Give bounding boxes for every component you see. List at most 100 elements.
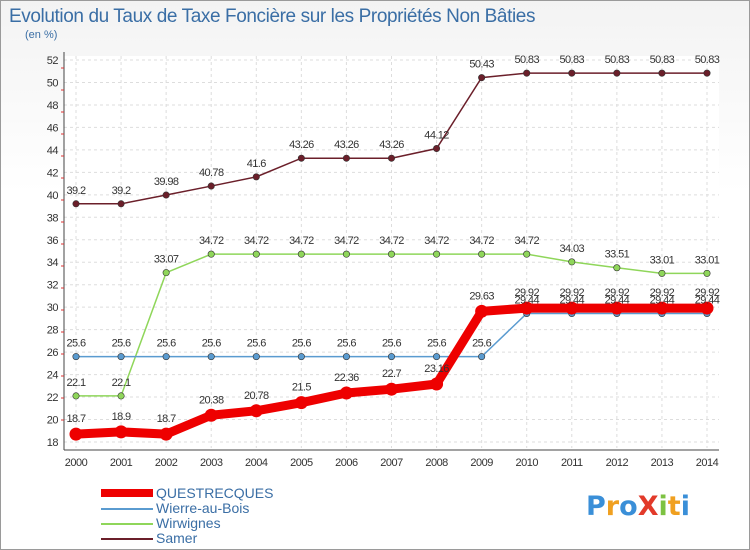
data-label-samer: 43.26 (334, 139, 359, 151)
grid (64, 56, 719, 448)
data-label-wierre-au-bois: 29.44 (514, 294, 539, 306)
data-point-wierre-au-bois (72, 353, 80, 361)
y-tick-label: 52 (47, 55, 59, 67)
y-tick-label: 28 (47, 325, 59, 337)
data-point-wirwignes (433, 250, 441, 258)
x-tick-label: 2002 (155, 457, 178, 469)
logo-letter: o (619, 491, 638, 522)
data-point-wirwignes (523, 250, 531, 258)
logo-letter: X (637, 491, 659, 522)
x-tick-label: 2001 (110, 457, 133, 469)
data-label-wierre-au-bois: 29.44 (695, 294, 720, 306)
legend-label-samer: Samer (156, 530, 198, 546)
x-tick-label: 2013 (651, 457, 674, 469)
data-label-samer: 39.2 (66, 185, 85, 197)
x-tick-label: 2009 (470, 457, 493, 469)
data-point-wierre-au-bois (387, 353, 395, 361)
data-label-samer: 40.78 (199, 167, 224, 179)
data-label-wierre-au-bois: 29.44 (605, 294, 630, 306)
legend-swatch-samer (101, 538, 153, 540)
data-label-wirwignes: 34.72 (469, 235, 494, 247)
data-point-questrecques (700, 301, 714, 315)
data-point-wierre-au-bois (162, 353, 170, 361)
data-label-questrecques: 29.92 (605, 287, 630, 299)
data-label-questrecques: 18.7 (66, 413, 85, 425)
data-point-questrecques (430, 377, 444, 391)
data-label-questrecques: 29.92 (514, 287, 539, 299)
data-label-wirwignes: 33.01 (650, 254, 675, 266)
data-label-samer: 50.83 (605, 54, 630, 66)
data-point-questrecques (655, 301, 669, 315)
data-point-wirwignes (72, 392, 80, 400)
data-point-questrecques (610, 301, 624, 315)
data-label-samer: 44.12 (424, 130, 449, 142)
data-label-wirwignes: 33.51 (605, 249, 630, 261)
data-point-wirwignes (568, 258, 576, 266)
y-tick-label: 46 (47, 122, 59, 134)
data-point-wirwignes (658, 269, 666, 277)
data-point-samer (207, 182, 215, 190)
data-label-wierre-au-bois: 25.6 (247, 338, 266, 350)
x-tick-label: 2010 (515, 457, 538, 469)
data-point-samer (433, 145, 441, 153)
data-label-questrecques: 23.16 (424, 363, 449, 375)
data-label-samer: 50.43 (469, 59, 494, 71)
data-point-samer (72, 200, 80, 208)
data-point-questrecques (339, 386, 353, 400)
data-point-samer (658, 69, 666, 77)
data-label-questrecques: 22.36 (334, 372, 359, 384)
y-tick-label: 36 (47, 235, 59, 247)
data-point-questrecques (204, 408, 218, 422)
data-point-samer (342, 154, 350, 162)
y-tick-label: 34 (47, 257, 59, 269)
data-label-samer: 39.2 (112, 185, 131, 197)
data-point-wierre-au-bois (478, 353, 486, 361)
data-point-wirwignes (252, 250, 260, 258)
legend-swatch-wierre-au-bois (101, 508, 153, 510)
axes: 18 20 22 24 26 28 30 32 34 36 38 40 42 44 46 48 50 52 2000… (47, 52, 719, 469)
data-label-wierre-au-bois: 25.6 (427, 338, 446, 350)
data-label-wierre-au-bois: 29.44 (560, 294, 585, 306)
data-point-wierre-au-bois (297, 353, 305, 361)
data-point-wirwignes (162, 269, 170, 277)
data-label-samer: 41.6 (247, 158, 266, 170)
data-point-wierre-au-bois (342, 353, 350, 361)
y-tick-label: 32 (47, 280, 59, 292)
data-label-wierre-au-bois: 25.6 (292, 338, 311, 350)
data-label-wierre-au-bois: 25.6 (202, 338, 221, 350)
y-tick-label: 40 (47, 190, 59, 202)
x-tick-label: 2011 (561, 457, 583, 469)
x-tick-label: 2000 (65, 457, 88, 469)
data-point-samer (387, 154, 395, 162)
data-point-wirwignes (387, 250, 395, 258)
data-label-wirwignes: 34.72 (379, 235, 404, 247)
data-point-samer (703, 69, 711, 77)
data-point-samer (523, 69, 531, 77)
proxiti-logo: ProXiti (586, 491, 690, 522)
data-label-wierre-au-bois: 25.6 (66, 338, 85, 350)
data-label-questrecques: 22.7 (382, 368, 401, 380)
data-label-samer: 50.83 (560, 54, 585, 66)
data-point-wirwignes (297, 250, 305, 258)
data-point-questrecques (475, 304, 489, 318)
legend-label-wierre-au-bois: Wierre-au-Bois (156, 500, 250, 516)
data-label-wierre-au-bois: 25.6 (337, 338, 356, 350)
y-tick-label: 22 (47, 392, 59, 404)
y-tick-label: 50 (47, 77, 59, 89)
data-label-wirwignes: 22.1 (112, 377, 131, 389)
data-point-samer (613, 69, 621, 77)
data-point-wirwignes (478, 250, 486, 258)
x-tick-label: 2014 (696, 457, 719, 469)
data-label-wierre-au-bois: 25.6 (112, 338, 131, 350)
data-label-samer: 50.83 (695, 54, 720, 66)
data-point-wierre-au-bois (252, 353, 260, 361)
data-point-questrecques (69, 427, 83, 441)
legend-label-wirwignes: Wirwignes (156, 515, 221, 531)
data-label-wierre-au-bois: 25.6 (382, 338, 401, 350)
data-point-wierre-au-bois (207, 353, 215, 361)
x-tick-label: 2012 (606, 457, 629, 469)
data-point-wirwignes (117, 392, 125, 400)
data-label-wirwignes: 34.72 (244, 235, 269, 247)
data-point-questrecques (294, 396, 308, 410)
